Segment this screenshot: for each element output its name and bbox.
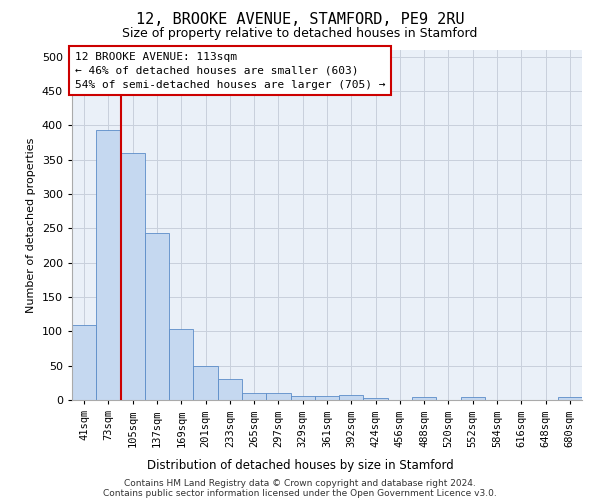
- Bar: [364, 398, 388, 400]
- Bar: [72, 324, 96, 400]
- Bar: [169, 328, 193, 400]
- Text: Contains HM Land Registry data © Crown copyright and database right 2024.: Contains HM Land Registry data © Crown c…: [124, 478, 476, 488]
- Bar: [242, 393, 266, 400]
- Text: Contains public sector information licensed under the Open Government Licence v3: Contains public sector information licen…: [103, 488, 497, 498]
- Bar: [461, 398, 485, 400]
- Bar: [412, 398, 436, 400]
- Y-axis label: Number of detached properties: Number of detached properties: [26, 138, 36, 312]
- Text: 12 BROOKE AVENUE: 113sqm
← 46% of detached houses are smaller (603)
54% of semi-: 12 BROOKE AVENUE: 113sqm ← 46% of detach…: [74, 52, 385, 90]
- Text: Size of property relative to detached houses in Stamford: Size of property relative to detached ho…: [122, 28, 478, 40]
- Bar: [145, 233, 169, 400]
- Bar: [290, 396, 315, 400]
- Bar: [558, 398, 582, 400]
- Text: 12, BROOKE AVENUE, STAMFORD, PE9 2RU: 12, BROOKE AVENUE, STAMFORD, PE9 2RU: [136, 12, 464, 28]
- Bar: [193, 366, 218, 400]
- Bar: [339, 395, 364, 400]
- Bar: [121, 153, 145, 400]
- Text: Distribution of detached houses by size in Stamford: Distribution of detached houses by size …: [146, 460, 454, 472]
- Bar: [96, 130, 121, 400]
- Bar: [266, 393, 290, 400]
- Bar: [315, 396, 339, 400]
- Bar: [218, 380, 242, 400]
